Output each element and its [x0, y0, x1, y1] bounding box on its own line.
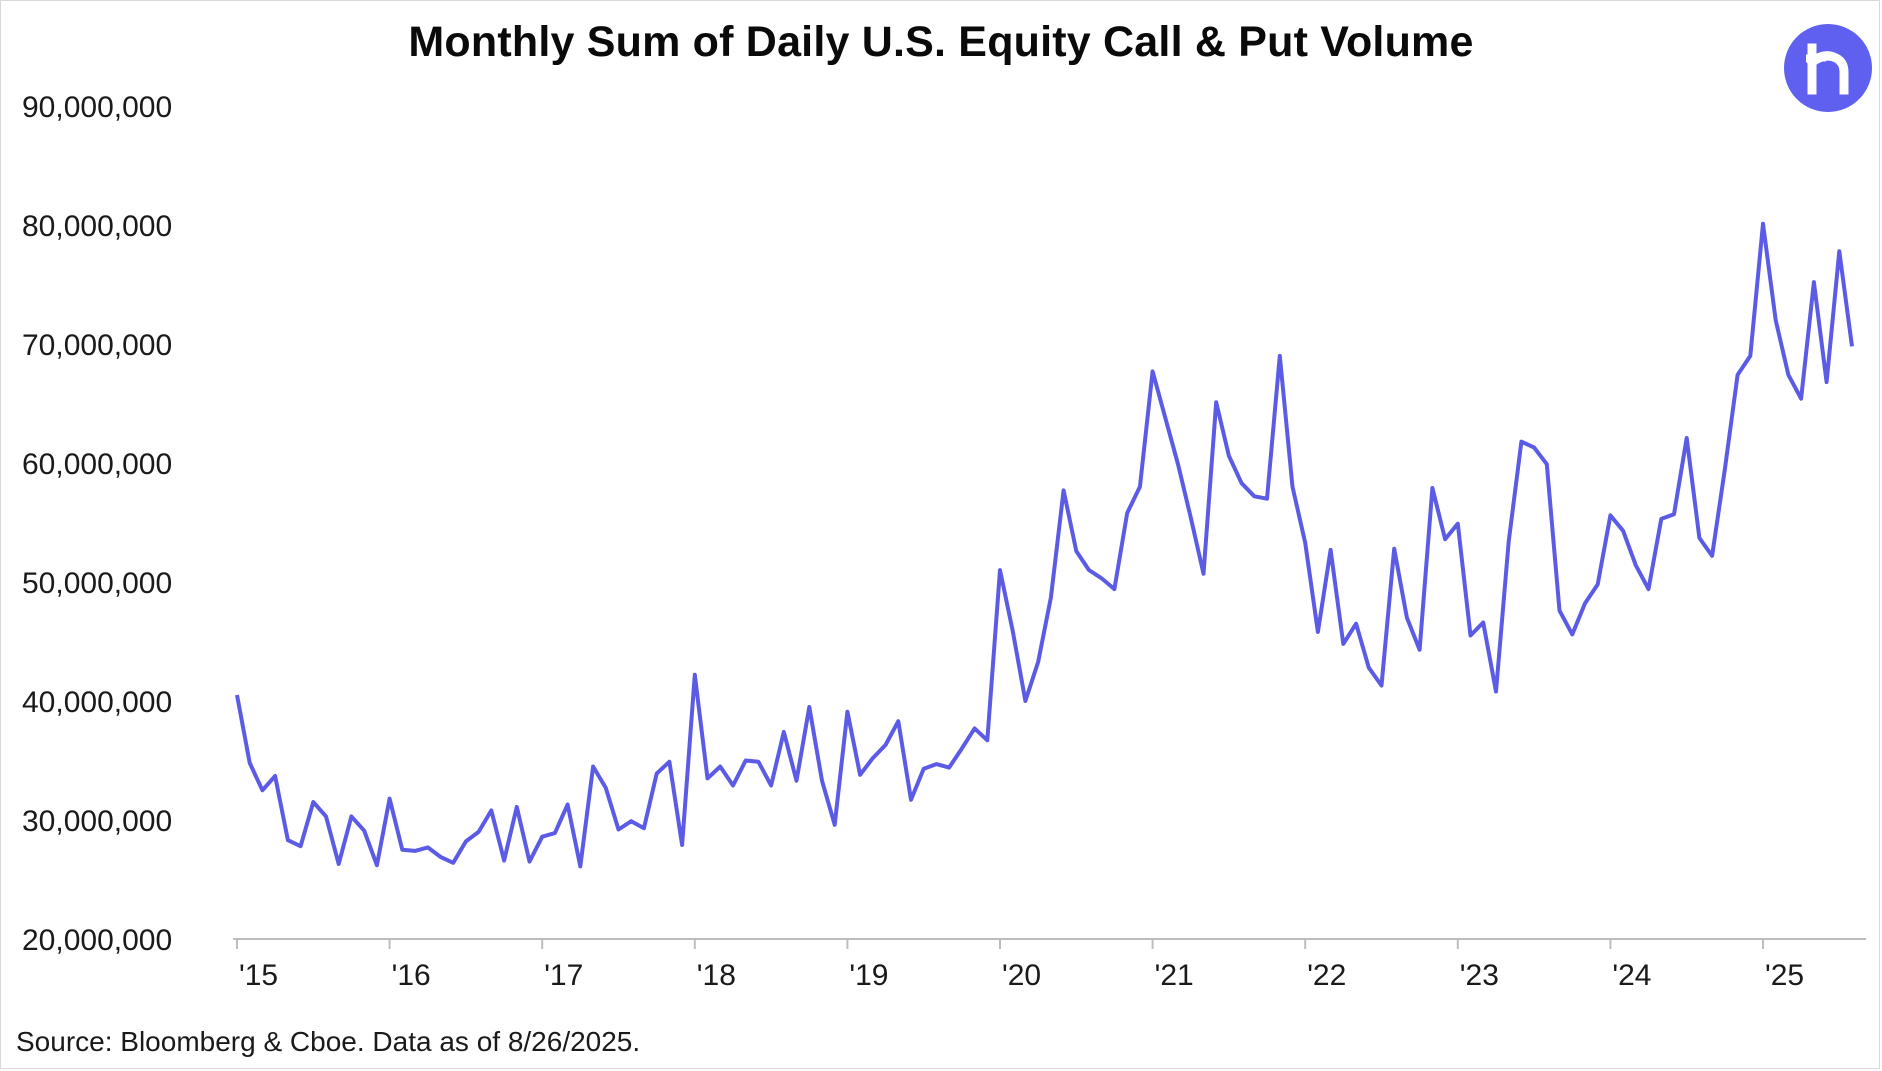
y-tick-label: 80,000,000 [22, 210, 172, 243]
source-note: Source: Bloomberg & Cboe. Data as of 8/2… [16, 1026, 641, 1057]
y-tick-label: 90,000,000 [22, 91, 172, 124]
plot-area [235, 221, 1854, 869]
x-tick-label: '22 [1307, 959, 1346, 992]
x-tick-label: '23 [1460, 959, 1499, 992]
brand-logo-icon [1784, 24, 1872, 112]
x-tick-label: '18 [697, 959, 736, 992]
x-tick-label: '15 [239, 959, 278, 992]
y-tick-label: 60,000,000 [22, 448, 172, 481]
y-tick-label: 50,000,000 [22, 567, 172, 600]
x-tick-label: '19 [849, 959, 888, 992]
y-tick-label: 30,000,000 [22, 805, 172, 838]
x-tick-label: '20 [1002, 959, 1041, 992]
line-chart: 20,000,000 30,000,000 40,000,000 50,000,000… [22, 91, 1867, 992]
x-tick-label: '21 [1155, 959, 1194, 992]
x-tick-label: '16 [392, 959, 431, 992]
x-axis: '15 '16 '17 '18 '19 '20 '21 '22 '23 '24 '25 [233, 938, 1867, 992]
x-tick-label: '24 [1612, 959, 1651, 992]
y-axis: 20,000,000 30,000,000 40,000,000 50,000,000… [22, 91, 172, 957]
x-tick-label: '17 [544, 959, 583, 992]
series-line [235, 221, 1854, 869]
chart-title: Monthly Sum of Daily U.S. Equity Call & … [408, 18, 1474, 66]
y-tick-label: 20,000,000 [22, 924, 172, 957]
y-tick-label: 40,000,000 [22, 686, 172, 719]
y-tick-label: 70,000,000 [22, 329, 172, 362]
x-tick-label: '25 [1765, 959, 1804, 992]
